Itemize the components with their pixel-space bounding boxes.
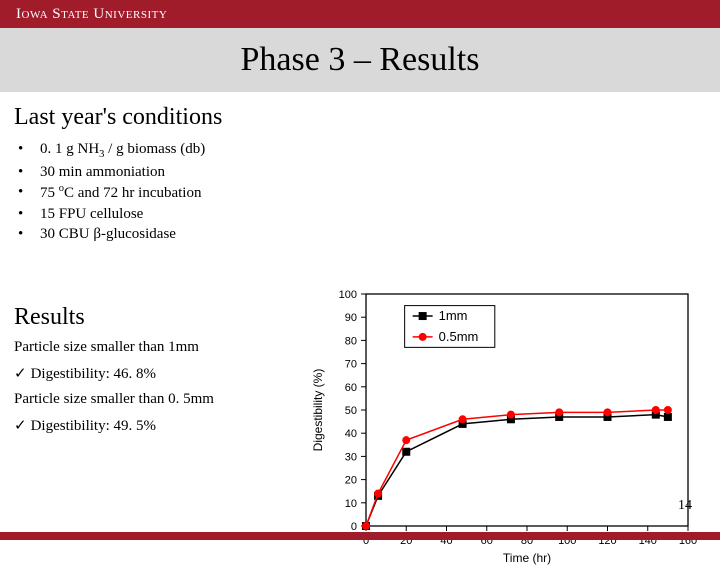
page-number: 14 (678, 498, 692, 514)
header-bar: Iowa State University (0, 0, 720, 28)
conditions-list: 0. 1 g NH3 / g biomass (db)30 min ammoni… (18, 139, 706, 244)
footer-bar (0, 532, 720, 540)
bullet-item: 30 CBU β-glucosidase (18, 224, 706, 244)
svg-text:0.5mm: 0.5mm (439, 329, 479, 344)
slide-content: Last year's conditions 0. 1 g NH3 / g bi… (0, 92, 720, 435)
svg-text:10: 10 (345, 498, 357, 510)
svg-text:70: 70 (345, 359, 357, 371)
bullet-item: 0. 1 g NH3 / g biomass (db) (18, 139, 706, 162)
svg-text:30: 30 (345, 451, 357, 463)
svg-text:1mm: 1mm (439, 308, 468, 323)
bullet-text: 30 CBU β-glucosidase (40, 224, 176, 244)
svg-text:80: 80 (345, 335, 357, 347)
bullet-text: 75 oC and 72 hr incubation (40, 182, 201, 203)
conditions-heading: Last year's conditions (14, 104, 706, 131)
bullet-text: 15 FPU cellulose (40, 204, 143, 224)
svg-text:60: 60 (345, 382, 357, 394)
bullet-text: 0. 1 g NH3 / g biomass (db) (40, 139, 205, 162)
bullet-item: 15 FPU cellulose (18, 204, 706, 224)
svg-text:Digestibility (%): Digestibility (%) (311, 369, 325, 452)
slide-title: Phase 3 – Results (241, 41, 480, 79)
university-name: Iowa State University (16, 6, 167, 23)
svg-text:100: 100 (339, 289, 357, 301)
bullet-item: 75 oC and 72 hr incubation (18, 182, 706, 203)
digestibility-chart: 0102030405060708090100020406080100120140… (306, 280, 702, 570)
chart-svg: 0102030405060708090100020406080100120140… (306, 280, 702, 570)
svg-text:50: 50 (345, 405, 357, 417)
svg-text:Time (hr): Time (hr) (503, 551, 551, 565)
bullet-item: 30 min ammoniation (18, 162, 706, 182)
svg-text:40: 40 (345, 428, 357, 440)
title-bar: Phase 3 – Results (0, 28, 720, 92)
svg-text:20: 20 (345, 475, 357, 487)
svg-text:90: 90 (345, 312, 357, 324)
bullet-text: 30 min ammoniation (40, 162, 165, 182)
